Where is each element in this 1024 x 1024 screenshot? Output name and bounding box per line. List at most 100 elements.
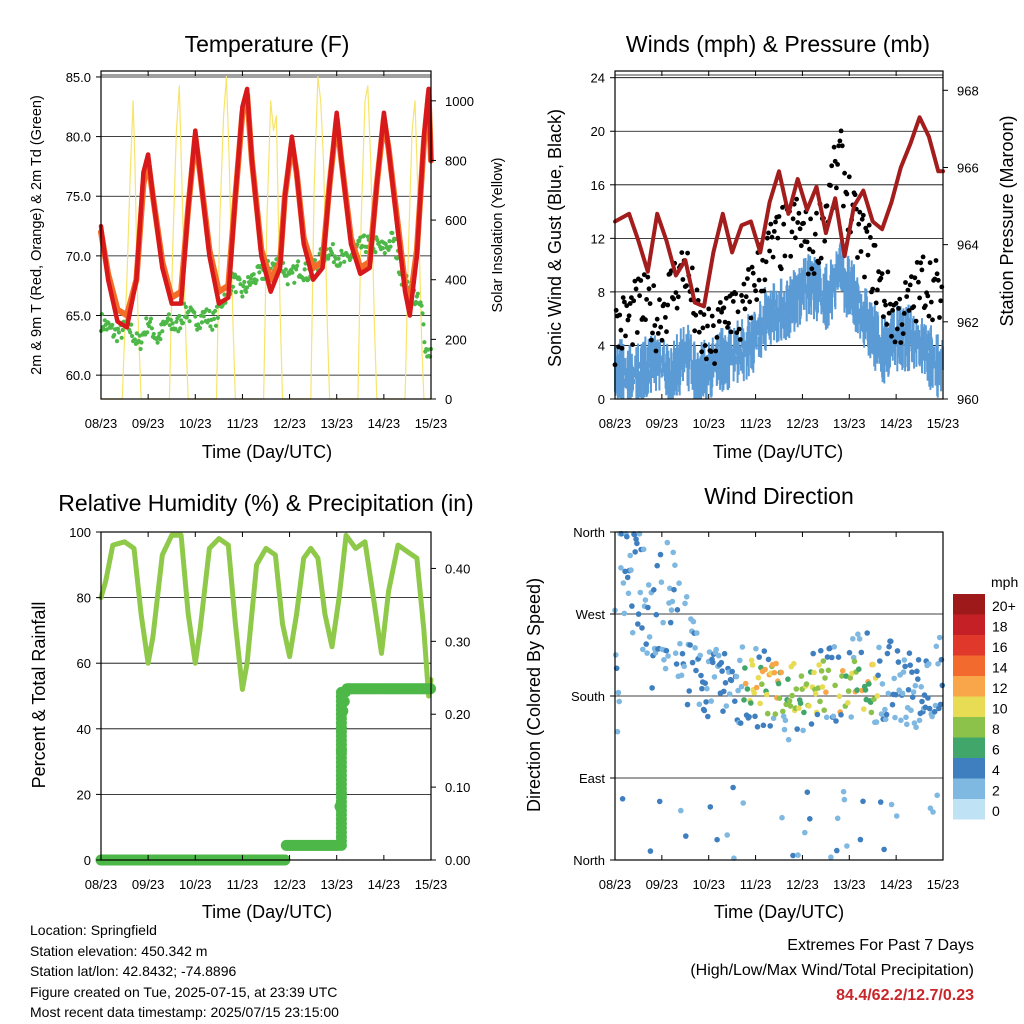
dewpoint-point (248, 276, 253, 281)
direction-point (862, 687, 869, 693)
direction-point (683, 833, 689, 839)
y2-tick-label: 0.20 (445, 707, 470, 722)
gust-point (638, 278, 644, 283)
gust-point (804, 239, 810, 245)
dewpoint-point (395, 256, 400, 261)
gust-point (749, 264, 755, 270)
direction-point (722, 680, 729, 686)
y-tick-label: 75.0 (66, 189, 91, 204)
dewpoint-point (242, 279, 247, 285)
direction-point (909, 669, 915, 675)
gust-point (654, 316, 660, 322)
extremes-box: Extremes For Past 7 Days (High/Low/Max W… (690, 933, 974, 1008)
legend-label: 14 (992, 660, 1008, 676)
dewpoint-point (373, 250, 378, 255)
direction-point (711, 674, 718, 680)
dewpoint-point (233, 290, 238, 295)
direction-point (742, 680, 749, 687)
direction-point (878, 711, 885, 717)
gust-point (937, 315, 942, 320)
x-tick-label: 14/23 (368, 877, 401, 892)
direction-point (854, 687, 860, 693)
direction-point (676, 580, 682, 586)
gust-point (883, 302, 888, 308)
direction-point (739, 644, 746, 650)
direction-point (800, 727, 806, 734)
direction-point (847, 675, 854, 681)
direction-point (764, 691, 770, 698)
gust-point (923, 303, 928, 309)
x-tick-label: 12/23 (786, 877, 819, 892)
direction-point (759, 681, 765, 687)
gust-point (905, 287, 911, 293)
dewpoint-point (362, 233, 367, 238)
gust-point (675, 294, 681, 300)
x-tick-label: 11/23 (740, 877, 772, 892)
legend-label: 0 (992, 803, 1000, 819)
legend-label: 12 (992, 680, 1008, 696)
gust-point (752, 283, 757, 288)
direction-point (770, 715, 777, 722)
humidity-xlabel: Time (Day/UTC) (202, 902, 332, 922)
gust-point (928, 299, 934, 305)
direction-point (886, 643, 892, 650)
direction-point (846, 649, 853, 656)
gust-point (641, 272, 647, 278)
direction-point (937, 701, 944, 708)
gust-point (773, 219, 778, 225)
direction-point (888, 801, 895, 808)
direction-point (839, 673, 845, 679)
direction-point (776, 695, 783, 701)
legend-swatch (953, 635, 985, 656)
direction-point (737, 657, 743, 664)
direction-point (894, 648, 901, 654)
pressure-series (613, 115, 945, 309)
legend-label: 2 (992, 783, 1000, 799)
direction-point (662, 665, 669, 672)
direction-point (883, 711, 890, 718)
gust-point (631, 298, 637, 304)
gust-point (901, 311, 907, 316)
legend-swatch (953, 594, 985, 615)
direction-xlabel: Time (Day/UTC) (714, 902, 844, 922)
dewpoint-point (422, 340, 427, 345)
temperature-frame (100, 70, 432, 400)
direction-point (893, 813, 900, 819)
gust-point (768, 221, 774, 227)
dewpoint-point (157, 331, 162, 336)
x-tick-label: 12/23 (273, 416, 306, 431)
gust-point (878, 275, 884, 281)
direction-point (765, 656, 772, 663)
y-tick-label: 16 (591, 178, 605, 193)
gust-point (893, 300, 899, 306)
y-tick-label: 12 (591, 231, 605, 246)
gust-point (839, 143, 845, 149)
legend-label: 20+ (992, 598, 1016, 614)
solar-insolation-series (100, 76, 432, 400)
dewpoint-point (251, 272, 256, 277)
gust-point (918, 260, 924, 266)
direction-point (741, 697, 747, 703)
x-tick-label: 09/23 (132, 416, 165, 431)
dewpoint-point (213, 323, 219, 328)
direction-point (834, 815, 841, 822)
gust-point (645, 274, 651, 280)
direction-point (704, 685, 710, 692)
direction-point (767, 723, 773, 729)
gust-point (892, 339, 898, 345)
y-tick-label: North (573, 853, 605, 868)
direction-ticks: North West South East North 08/23 09/23 10/23 11… (571, 525, 959, 892)
direction-point (658, 579, 665, 585)
gust-point (685, 250, 690, 256)
dewpoint-point (145, 330, 150, 335)
gust-point (838, 128, 844, 134)
dewpoint-point (390, 230, 395, 236)
gust-point (693, 312, 699, 318)
direction-point (844, 843, 850, 849)
dewpoint-point (306, 277, 311, 282)
gust-point (903, 280, 908, 285)
gust-point (739, 293, 744, 298)
gust-point (646, 286, 652, 292)
station-info: Location: Springfield Station elevation:… (30, 920, 339, 1023)
